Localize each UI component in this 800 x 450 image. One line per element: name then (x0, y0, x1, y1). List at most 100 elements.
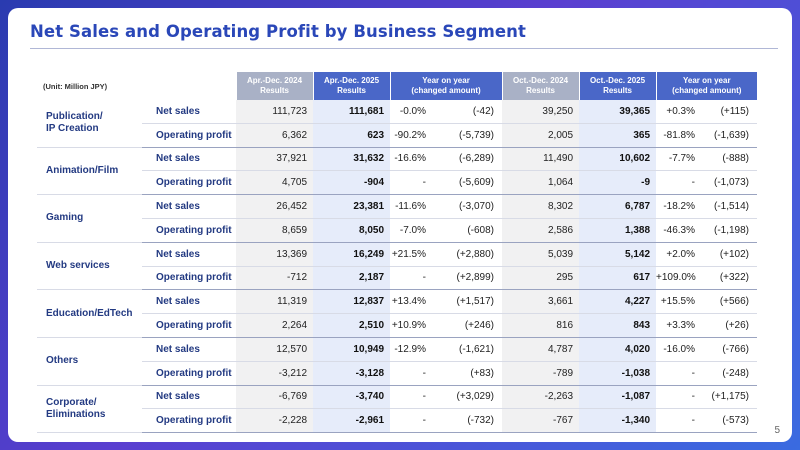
cell-apr-2024: 13,369 (236, 242, 314, 267)
cell-yoy-oct-amount: (+1,175) (701, 385, 758, 410)
cell-apr-2024: -2,228 (236, 408, 314, 434)
cell-yoy-oct-amount: (-1,514) (701, 194, 758, 219)
cell-oct-2025: -1,340 (579, 408, 657, 434)
cell-oct-2024: 39,250 (502, 100, 580, 124)
cell-apr-2024: 11,319 (236, 289, 314, 315)
cell-oct-2025: 843 (579, 313, 657, 338)
cell-yoy-apr-pct: - (390, 408, 433, 434)
metric-label: Operating profit (142, 218, 237, 243)
table-row: Operating profit 2,264 2,510 +10.9% (+246) 81… (37, 313, 758, 338)
cell-yoy-oct-pct: - (656, 361, 702, 386)
cell-oct-2025: 5,142 (579, 242, 657, 267)
metric-label: Net sales (142, 194, 237, 219)
cell-yoy-apr-amount: (+3,029) (432, 385, 503, 410)
metric-label: Net sales (142, 100, 237, 124)
cell-yoy-oct-pct: - (656, 408, 702, 434)
cell-oct-2025: -9 (579, 170, 657, 196)
metric-label: Net sales (142, 337, 237, 362)
cell-yoy-apr-pct: +21.5% (390, 242, 433, 267)
cell-oct-2025: -1,087 (579, 385, 657, 410)
cell-yoy-apr-pct: - (390, 266, 433, 291)
table-row: Gaming Net sales 26,452 23,381 -11.6% (-3,070… (37, 194, 758, 243)
cell-yoy-oct-amount: (+26) (701, 313, 758, 338)
table-row: Web services Net sales 13,369 16,249 +21.5%(… (37, 242, 758, 291)
unit-label: (Unit: Million JPY) (43, 81, 108, 91)
cell-yoy-apr-amount: (-732) (432, 408, 503, 434)
cell-yoy-apr-pct: -7.0% (390, 218, 433, 243)
cell-apr-2025: -2,961 (313, 408, 391, 434)
cell-yoy-apr-pct: -90.2% (390, 123, 433, 148)
cell-apr-2024: 6,362 (236, 123, 314, 148)
cell-oct-2025: 4,227 (579, 289, 657, 315)
page-number: 5 (774, 425, 780, 436)
cell-yoy-apr-pct: - (390, 361, 433, 386)
cell-apr-2025: -3,740 (313, 385, 391, 410)
cell-yoy-apr-amount: (+1,517) (432, 289, 503, 315)
cell-oct-2025: 1,388 (579, 218, 657, 243)
page-title: Net Sales and Operating Profit by Busine… (30, 22, 527, 41)
cell-yoy-oct-amount: (-888) (701, 147, 758, 172)
metric-label: Operating profit (142, 170, 237, 196)
table-row: Operating profit 8,659 8,050 -7.0% (-608) 2,5… (37, 218, 758, 243)
cell-oct-2024: 2,586 (502, 218, 580, 243)
table-row: Operating profit -3,212 -3,128- (+83) -789 -1… (37, 361, 758, 386)
cell-oct-2024: -767 (502, 408, 580, 434)
table-row: Others Net sales 12,570 10,949 -12.9% (-1,621… (37, 337, 758, 386)
cell-oct-2024: 295 (502, 266, 580, 291)
cell-oct-2025: 617 (579, 266, 657, 291)
cell-oct-2024: 816 (502, 313, 580, 338)
table-row: Education/EdTech Net sales 11,319 12,837 +13… (37, 289, 758, 338)
cell-yoy-apr-amount: (+246) (432, 313, 503, 338)
metric-label: Net sales (142, 289, 237, 315)
cell-oct-2024: 4,787 (502, 337, 580, 362)
cell-apr-2024: 4,705 (236, 170, 314, 196)
cell-oct-2024: 3,661 (502, 289, 580, 315)
cell-yoy-oct-amount: (-1,073) (701, 170, 758, 196)
metric-label: Net sales (142, 147, 237, 172)
cell-oct-2025: 6,787 (579, 194, 657, 219)
cell-apr-2024: 26,452 (236, 194, 314, 219)
cell-yoy-oct-amount: (-573) (701, 408, 758, 434)
cell-oct-2024: -2,263 (502, 385, 580, 410)
cell-yoy-oct-amount: (+322) (701, 266, 758, 291)
segment-name: Animation/Film (37, 147, 142, 196)
header-apr-2025: Apr.-Dec. 2025 Results (312, 72, 391, 100)
table-row: Corporate/ Eliminations Net sales -6,769 -3… (37, 385, 758, 434)
cell-oct-2025: 39,365 (579, 100, 657, 124)
header-yoy-apr: Year on year (changed amount) (389, 72, 503, 100)
metric-label: Operating profit (142, 408, 237, 434)
cell-apr-2024: -712 (236, 266, 314, 291)
cell-yoy-apr-amount: (+2,880) (432, 242, 503, 267)
header-oct-2024: Oct.-Dec. 2024 Results (501, 72, 580, 100)
segment-name: Education/EdTech (37, 289, 142, 338)
cell-apr-2025: -904 (313, 170, 391, 196)
cell-oct-2025: 10,602 (579, 147, 657, 172)
table-row: Animation/Film Net sales 37,921 31,632 -16.6… (37, 147, 758, 196)
cell-apr-2025: 623 (313, 123, 391, 148)
table-row: Operating profit -712 2,187- (+2,899) 295 617… (37, 266, 758, 291)
segment-name: Web services (37, 242, 142, 291)
cell-yoy-apr-amount: (-608) (432, 218, 503, 243)
cell-yoy-apr-pct: - (390, 385, 433, 410)
segment-name: Publication/ IP Creation (37, 100, 142, 148)
cell-oct-2024: -789 (502, 361, 580, 386)
cell-yoy-oct-pct: -7.7% (656, 147, 702, 172)
cell-yoy-oct-amount: (+115) (701, 100, 758, 124)
segment-name: Others (37, 337, 142, 386)
table-row: Operating profit 6,362 623 -90.2% (-5,739) 2,… (37, 123, 758, 148)
cell-yoy-apr-amount: (-42) (432, 100, 503, 124)
cell-yoy-oct-pct: +109.0% (656, 266, 702, 291)
table-row: Operating profit -2,228 -2,961- (-732) -767-… (37, 408, 758, 434)
table-row: Operating profit 4,705 -904- (-5,609) 1,064-… (37, 170, 758, 196)
cell-apr-2024: 37,921 (236, 147, 314, 172)
cell-yoy-oct-pct: -18.2% (656, 194, 702, 219)
cell-apr-2025: 111,681 (313, 100, 391, 124)
cell-yoy-oct-pct: - (656, 385, 702, 410)
cell-apr-2025: 2,510 (313, 313, 391, 338)
cell-yoy-oct-amount: (+102) (701, 242, 758, 267)
header-apr-2024: Apr.-Dec. 2024 Results (235, 72, 314, 100)
header-oct-2025: Oct.-Dec. 2025 Results (578, 72, 657, 100)
cell-oct-2025: -1,038 (579, 361, 657, 386)
cell-apr-2024: 12,570 (236, 337, 314, 362)
cell-oct-2024: 2,005 (502, 123, 580, 148)
